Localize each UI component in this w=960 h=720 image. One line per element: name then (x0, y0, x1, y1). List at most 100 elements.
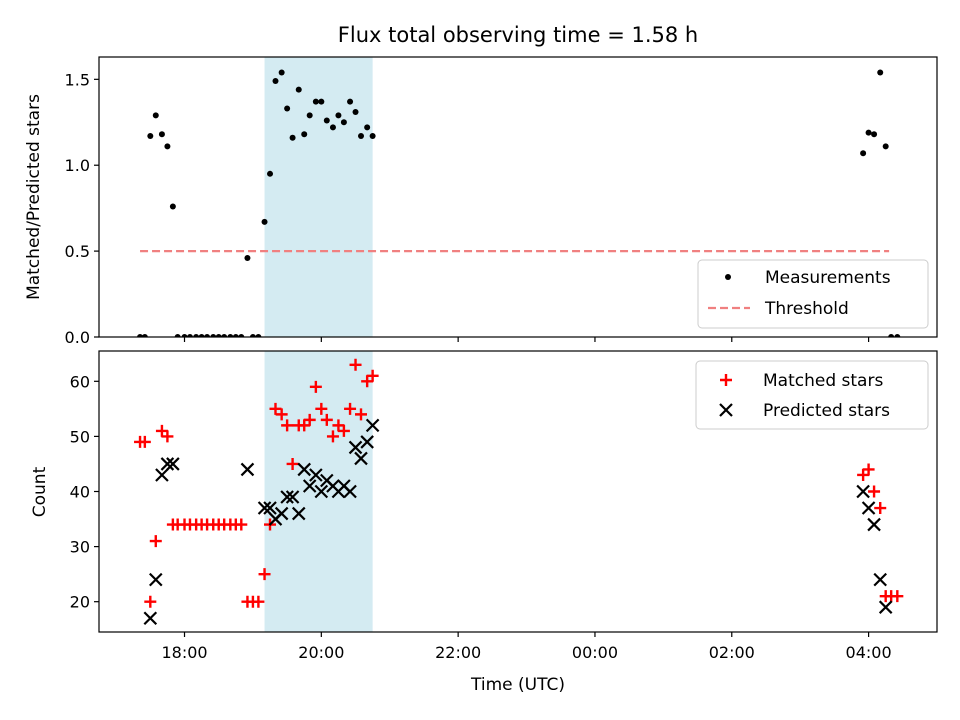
matched-star-point (155, 424, 168, 437)
matched-star-point (309, 380, 322, 393)
measurement-point (894, 334, 901, 337)
matched-star-point (332, 419, 345, 432)
predicted-star-point (149, 572, 163, 587)
measurement-point (255, 334, 262, 337)
matched-star-point (258, 568, 271, 581)
top-legend-box (697, 259, 929, 329)
predicted-star-point (365, 418, 380, 433)
matched-star-point (355, 408, 368, 421)
matched-star-point (366, 369, 379, 382)
bottom-plot-area (134, 351, 904, 632)
matched-star-point (320, 413, 333, 426)
measurement-point (860, 150, 867, 157)
top-y-tick-label: 0.0 (65, 328, 90, 347)
bottom-y-tick-label: 40 (70, 483, 90, 502)
matched-star-point (144, 595, 157, 608)
x-tick-label: 22:00 (435, 643, 481, 662)
predicted-star-point (274, 506, 289, 521)
measurement-point (272, 78, 279, 85)
measurement-point (358, 133, 365, 140)
predicted-star-point (348, 440, 363, 455)
bottom-y-axis-label: Count (30, 466, 50, 517)
predicted-star-point (240, 462, 255, 477)
measurement-point (267, 170, 274, 177)
measurement-point (888, 334, 895, 337)
predicted-star-point (856, 484, 870, 499)
x-tick-label: 04:00 (846, 643, 892, 662)
predicted-star-point (314, 484, 329, 499)
measurement-point (227, 334, 234, 337)
bottom-legend-box (695, 360, 929, 430)
bottom-legend: Matched stars Predicted stars (695, 360, 929, 430)
measurement-point (232, 334, 239, 337)
x-tick-label: 02:00 (709, 643, 755, 662)
measurement-point (193, 334, 200, 337)
bottom-y-tick-label: 60 (70, 372, 90, 391)
measurement-point (340, 119, 347, 126)
measurement-point (249, 334, 256, 337)
predicted-star-point (354, 451, 368, 466)
matched-star-point (315, 402, 328, 415)
measurement-point (289, 134, 296, 141)
measurement-point (352, 108, 359, 115)
bottom-y-tick-label: 30 (70, 538, 90, 557)
measurement-point (312, 98, 319, 105)
measurement-point (347, 98, 354, 105)
predicted-star-point (280, 490, 294, 504)
measurement-point (210, 334, 217, 337)
predicted-star-point (878, 600, 893, 614)
measurement-point (318, 98, 325, 105)
predicted-star-point (297, 462, 312, 477)
measurement-point (181, 334, 188, 337)
top-plot-area (137, 57, 901, 337)
legend-matched-label: Matched stars (763, 371, 883, 391)
legend-measurements-label: Measurements (765, 268, 891, 288)
predicted-star-point (873, 572, 887, 587)
predicted-star-point (343, 484, 357, 499)
measurement-point (244, 254, 251, 261)
matched-star-point (252, 595, 265, 608)
predicted-star-point (166, 457, 180, 471)
legend-threshold-label: Threshold (764, 299, 849, 319)
measurement-point (137, 334, 144, 337)
measurement-point (204, 334, 211, 337)
matched-star-point (862, 463, 875, 476)
measurement-point (865, 129, 872, 136)
measurement-point (147, 133, 154, 140)
measurement-point (323, 117, 330, 124)
measurement-point (369, 133, 376, 140)
x-axis-label: Time (UTC) (470, 675, 565, 695)
matched-star-point (337, 424, 350, 437)
predicted-star-point (291, 506, 306, 521)
measurement-point (295, 86, 302, 93)
top-y-tick-label: 1.5 (65, 70, 90, 89)
legend-measurement-marker (725, 274, 731, 280)
measurement-point (215, 334, 222, 337)
matched-star-point (344, 402, 357, 415)
predicted-star-point (160, 457, 175, 471)
matched-star-point (891, 590, 904, 603)
top-y-axis-label: Matched/Predicted stars (24, 94, 44, 300)
measurement-point (871, 131, 878, 138)
matched-star-point (275, 408, 288, 421)
matched-star-point (349, 358, 362, 371)
matched-star-point (161, 430, 174, 443)
predicted-star-point (309, 468, 323, 482)
x-tick-label: 18:00 (161, 643, 207, 662)
matched-star-point (857, 468, 870, 481)
predicted-star-point (155, 468, 169, 482)
legend-predicted-label: Predicted stars (763, 401, 890, 421)
legend-matched-marker (720, 374, 732, 386)
measurement-point (169, 203, 176, 210)
predicted-star-point (302, 479, 317, 493)
measurement-point (329, 124, 336, 131)
measurement-point (284, 105, 291, 112)
measurement-point (882, 143, 889, 150)
matched-star-point (269, 402, 282, 415)
predicted-star-point (257, 501, 272, 515)
predicted-star-point (143, 611, 158, 626)
measurement-point (164, 143, 171, 150)
measurement-point (198, 334, 205, 337)
measurement-point (335, 112, 342, 119)
